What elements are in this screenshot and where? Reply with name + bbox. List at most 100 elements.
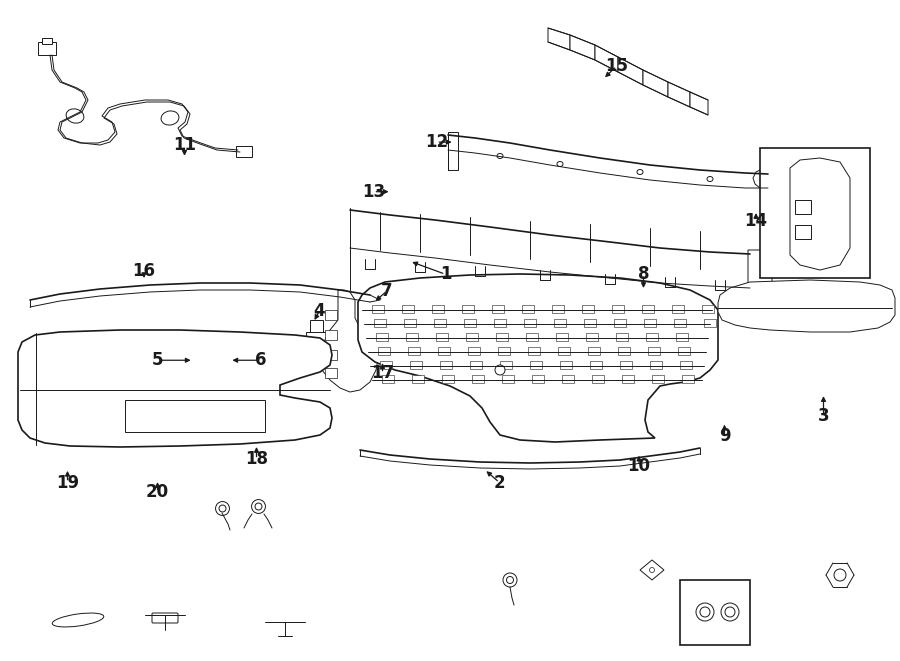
Text: 7: 7 — [382, 282, 392, 300]
Polygon shape — [548, 28, 570, 50]
Polygon shape — [640, 560, 664, 580]
Bar — [680, 580, 750, 645]
Bar — [644, 319, 656, 327]
Text: 19: 19 — [56, 473, 79, 492]
Ellipse shape — [507, 576, 514, 584]
Bar — [554, 319, 566, 327]
Bar — [652, 375, 664, 383]
Bar — [622, 375, 634, 383]
Text: 8: 8 — [638, 265, 649, 284]
Bar — [436, 333, 448, 341]
Ellipse shape — [721, 603, 739, 621]
Ellipse shape — [650, 568, 654, 572]
Text: 15: 15 — [605, 57, 628, 75]
Bar — [678, 347, 690, 355]
Bar — [470, 361, 482, 369]
Text: 9: 9 — [719, 427, 730, 446]
Bar — [306, 332, 327, 342]
Polygon shape — [570, 35, 595, 60]
Polygon shape — [753, 170, 782, 190]
Bar — [380, 361, 392, 369]
Bar — [586, 333, 598, 341]
Polygon shape — [790, 158, 850, 270]
Bar — [642, 305, 654, 313]
Polygon shape — [595, 45, 618, 72]
Text: 11: 11 — [173, 136, 196, 155]
Ellipse shape — [834, 569, 846, 581]
Bar — [412, 375, 424, 383]
Text: 3: 3 — [818, 407, 829, 426]
Bar — [468, 347, 480, 355]
Bar — [648, 347, 660, 355]
Ellipse shape — [52, 613, 104, 627]
Polygon shape — [690, 92, 708, 115]
Text: 2: 2 — [494, 473, 505, 492]
Bar — [582, 305, 594, 313]
Bar — [620, 361, 632, 369]
Polygon shape — [358, 274, 718, 442]
Bar — [374, 319, 386, 327]
Bar — [325, 350, 337, 360]
Bar — [236, 146, 252, 157]
Ellipse shape — [495, 365, 505, 375]
Ellipse shape — [66, 109, 84, 123]
Polygon shape — [643, 70, 668, 97]
Bar — [502, 375, 514, 383]
Text: 10: 10 — [627, 457, 651, 475]
Bar — [702, 305, 714, 313]
Text: 1: 1 — [440, 265, 451, 284]
Bar — [760, 148, 870, 278]
Polygon shape — [718, 280, 895, 332]
Polygon shape — [618, 57, 643, 85]
Bar — [524, 319, 536, 327]
Bar — [676, 333, 688, 341]
Bar — [500, 361, 512, 369]
Bar — [442, 375, 454, 383]
Ellipse shape — [725, 607, 735, 617]
Bar — [494, 319, 506, 327]
Bar — [462, 305, 474, 313]
Bar — [464, 319, 476, 327]
Bar — [562, 375, 574, 383]
Polygon shape — [18, 330, 332, 447]
Text: 4: 4 — [314, 301, 325, 320]
Bar — [434, 319, 446, 327]
Bar — [472, 375, 484, 383]
Polygon shape — [448, 132, 458, 170]
Bar — [38, 42, 56, 55]
Bar — [556, 333, 568, 341]
Polygon shape — [320, 290, 378, 392]
Bar — [530, 361, 542, 369]
Bar — [552, 305, 564, 313]
Ellipse shape — [637, 169, 643, 175]
Bar — [440, 361, 452, 369]
Ellipse shape — [161, 111, 179, 125]
Bar — [526, 333, 538, 341]
Bar — [432, 305, 444, 313]
Text: 6: 6 — [256, 351, 266, 369]
Polygon shape — [748, 250, 772, 298]
Text: 17: 17 — [371, 364, 394, 383]
Bar — [438, 347, 450, 355]
Bar — [682, 375, 694, 383]
Polygon shape — [668, 82, 690, 107]
Bar — [522, 305, 534, 313]
Bar — [528, 347, 540, 355]
Bar — [618, 347, 630, 355]
Text: 20: 20 — [146, 483, 169, 502]
Text: 12: 12 — [425, 133, 448, 151]
Ellipse shape — [707, 176, 713, 182]
Text: 14: 14 — [744, 212, 768, 231]
Text: 16: 16 — [132, 262, 156, 280]
Bar — [376, 333, 388, 341]
Ellipse shape — [503, 573, 517, 587]
FancyBboxPatch shape — [152, 613, 178, 623]
Bar — [410, 361, 422, 369]
Bar — [584, 319, 596, 327]
Bar — [325, 330, 337, 340]
Bar — [704, 319, 716, 327]
Bar — [650, 361, 662, 369]
Bar — [466, 333, 478, 341]
Ellipse shape — [497, 153, 503, 159]
Bar — [406, 333, 418, 341]
